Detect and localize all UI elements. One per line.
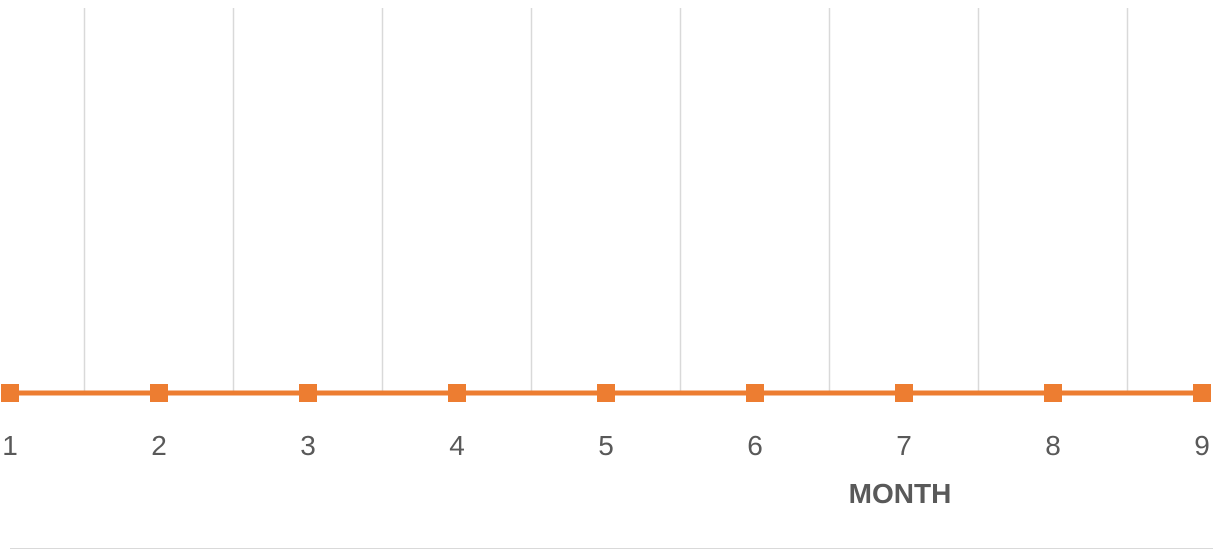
x-tick-label: 1 [2,430,18,461]
series-marker [448,384,466,402]
x-axis-ticks: 1 2 3 4 5 6 7 8 9 [2,430,1210,461]
series-marker [299,384,317,402]
series-marker [1,384,19,402]
x-tick-label: 8 [1045,430,1061,461]
x-tick-label: 7 [896,430,912,461]
x-axis-title: MONTH [848,478,952,509]
x-tick-label: 9 [1194,430,1210,461]
x-tick-label: 5 [598,430,614,461]
series-marker [150,384,168,402]
legend-divider [10,548,1213,549]
x-tick-label: 4 [449,430,465,461]
x-tick-label: 2 [151,430,167,461]
x-tick-label: 6 [747,430,763,461]
series-marker [1193,384,1211,402]
x-tick-label: 3 [300,430,316,461]
series-marker [895,384,913,402]
series-marker [746,384,764,402]
series-marker [1044,384,1062,402]
gridlines [83,8,1129,393]
series-layer [1,384,1211,402]
series-marker [597,384,615,402]
